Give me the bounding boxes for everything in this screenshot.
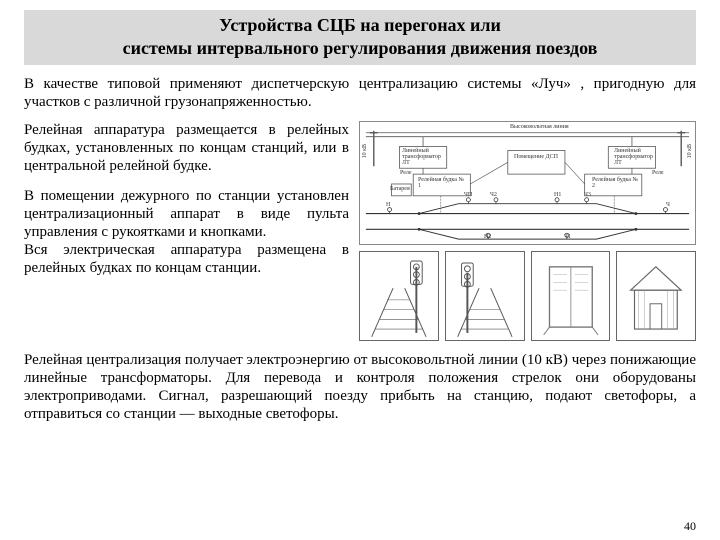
kv-right-label: 10 кВ xyxy=(687,144,693,158)
signal-n1: Н1 xyxy=(554,192,561,198)
trans-right-label: Линейный трансформатор ЛТ xyxy=(614,148,658,166)
signal-chp: ЧП xyxy=(464,192,472,198)
hv-line-label: Высоковольтная линия xyxy=(510,124,569,130)
signal-ch2: Ч2 xyxy=(490,192,497,198)
thumb-signal-1 xyxy=(359,251,439,341)
title-line-2: системы интервального регулирования движ… xyxy=(30,37,690,60)
booth1-label: Релейная будка № 1 xyxy=(418,177,468,189)
signal-ch3: Ч3 xyxy=(584,192,591,198)
duty-paragraph-1: В помещении дежурного по станции установ… xyxy=(24,187,349,241)
title-line-1: Устройства СЦБ на перегонах или xyxy=(30,14,690,37)
signal-ch1: Ч1 xyxy=(564,234,571,240)
power-paragraph: Релейная централизация получает электроэ… xyxy=(24,351,696,423)
figure-column: Высоковольтная линия 10 кВ 10 кВ Линейны… xyxy=(359,121,696,341)
dsp-label: Помещение ДСП xyxy=(514,154,564,160)
battery-label: Батарея xyxy=(390,186,410,192)
page-number: 40 xyxy=(684,519,696,534)
schematic-diagram: Высоковольтная линия 10 кВ 10 кВ Линейны… xyxy=(359,121,696,245)
thumb-hut xyxy=(616,251,696,341)
duty-paragraph-2: Вся электрическая аппаратура размещена в… xyxy=(24,241,349,277)
text-column: Релейная аппаратура размещается в релейн… xyxy=(24,121,349,341)
trans-left-label: Линейный трансформатор ЛТ xyxy=(402,148,446,166)
page-title: Устройства СЦБ на перегонах или системы … xyxy=(24,10,696,65)
signal-n2: Н2 xyxy=(484,234,491,240)
rele-right-label: Реле xyxy=(652,170,664,176)
kv-left-label: 10 кВ xyxy=(362,144,368,158)
signal-n: Н xyxy=(386,202,390,208)
thumbnail-row xyxy=(359,251,696,341)
relay-paragraph: Релейная аппаратура размещается в релейн… xyxy=(24,121,349,175)
rele-left-label: Реле xyxy=(400,170,412,176)
signal-ch: Ч xyxy=(666,202,670,208)
thumb-signal-2 xyxy=(445,251,525,341)
booth2-label: Релейная будка № 2 xyxy=(592,177,642,189)
intro-paragraph: В качестве типовой применяют диспетчерск… xyxy=(24,75,696,111)
two-column-region: Релейная аппаратура размещается в релейн… xyxy=(24,121,696,341)
thumb-cabinet xyxy=(531,251,611,341)
